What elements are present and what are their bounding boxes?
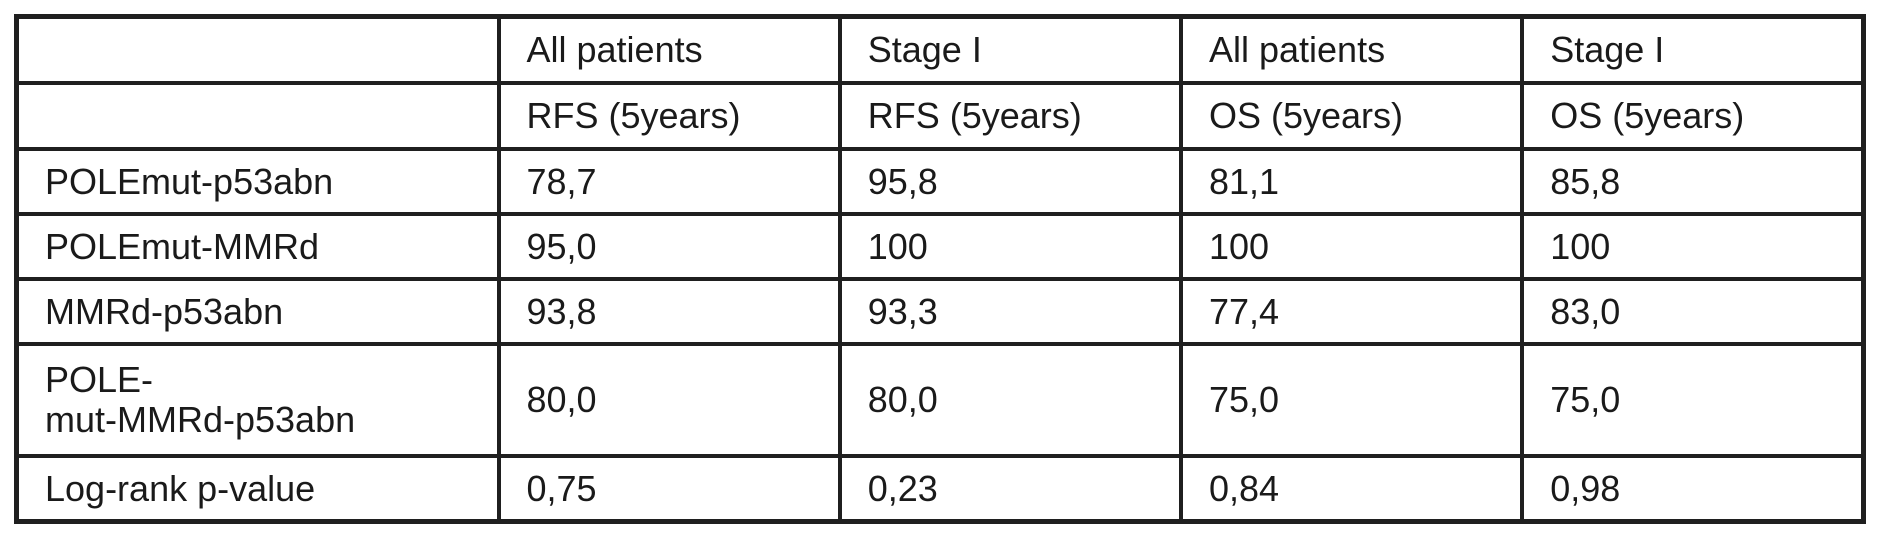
row-label: Log-rank p-value	[14, 454, 501, 524]
table-cell: 77,4	[1178, 277, 1525, 346]
table-row: POLE- mut-MMRd-p53abn 80,0 80,0 75,0 75,…	[14, 342, 1866, 458]
row-label: MMRd-p53abn	[14, 277, 501, 346]
table-cell: 0,23	[837, 454, 1183, 524]
table-row: Log-rank p-value 0,75 0,23 0,84 0,98	[14, 454, 1866, 524]
table-cell: 0,84	[1178, 454, 1525, 524]
table-cell: 80,0	[496, 342, 842, 458]
table-cell: 93,8	[496, 277, 842, 346]
table-cell: 85,8	[1520, 147, 1866, 216]
row-label: POLEmut-MMRd	[14, 212, 501, 281]
row-label-line-2: mut-MMRd-p53abn	[45, 399, 356, 440]
table-cell: 93,3	[837, 277, 1183, 346]
table-cell: 83,0	[1520, 277, 1866, 346]
header-cell-stage-i-os: Stage I	[1520, 14, 1866, 85]
table-cell: 100	[837, 212, 1183, 281]
row-label: POLE- mut-MMRd-p53abn	[14, 342, 501, 458]
table-row: POLEmut-MMRd 95,0 100 100 100	[14, 212, 1866, 281]
table-cell: 95,8	[837, 147, 1183, 216]
table-cell: 0,98	[1520, 454, 1866, 524]
header-cell-rfs-all: RFS (5years)	[496, 81, 842, 151]
table-cell: 75,0	[1520, 342, 1866, 458]
row-label-line-1: POLE-	[45, 359, 154, 400]
header-cell-empty	[14, 14, 501, 85]
header-row-cohort: All patients Stage I All patients Stage …	[14, 14, 1866, 85]
header-cell-all-patients-rfs: All patients	[496, 14, 842, 85]
header-cell-os-stage-i: OS (5years)	[1520, 81, 1866, 151]
row-label: POLEmut-p53abn	[14, 147, 501, 216]
header-row-metric: RFS (5years) RFS (5years) OS (5years) OS…	[14, 81, 1866, 151]
table-cell: 100	[1178, 212, 1525, 281]
table-cell: 75,0	[1178, 342, 1525, 458]
table-cell: 100	[1520, 212, 1866, 281]
table-cell: 81,1	[1178, 147, 1525, 216]
header-cell-stage-i-rfs: Stage I	[837, 14, 1183, 85]
table-cell: 80,0	[837, 342, 1183, 458]
header-cell-rfs-stage-i: RFS (5years)	[837, 81, 1183, 151]
header-cell-os-all: OS (5years)	[1178, 81, 1525, 151]
table-cell: 78,7	[496, 147, 842, 216]
header-cell-empty	[14, 81, 501, 151]
table-row: MMRd-p53abn 93,8 93,3 77,4 83,0	[14, 277, 1866, 346]
survival-table: All patients Stage I All patients Stage …	[14, 14, 1866, 524]
table-cell: 95,0	[496, 212, 842, 281]
table-cell: 0,75	[496, 454, 842, 524]
table-row: POLEmut-p53abn 78,7 95,8 81,1 85,8	[14, 147, 1866, 216]
header-cell-all-patients-os: All patients	[1178, 14, 1525, 85]
